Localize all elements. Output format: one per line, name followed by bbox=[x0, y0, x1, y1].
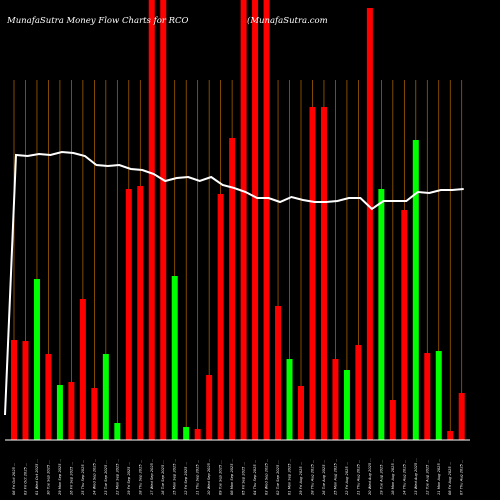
x-tick-label: 25 Mon Aug 2025 ... bbox=[333, 459, 337, 495]
x-tick-label: 01 Wed Oct 2025 ... bbox=[35, 459, 39, 495]
x-tick-label: 11 Mon Aug 2025 ... bbox=[437, 459, 441, 495]
x-tick-label: 18 Mon Aug 2025 ... bbox=[391, 459, 395, 495]
x-tick-label: 25 Thu Sep 2025 ... bbox=[81, 460, 85, 495]
x-tick-label: 23 Tue Sep 2025 ... bbox=[104, 460, 108, 495]
money-flow-bar bbox=[160, 0, 167, 440]
x-tick-label: 01 Mon Sep 2025 ... bbox=[288, 459, 292, 495]
money-flow-bar bbox=[286, 359, 293, 440]
money-flow-bar bbox=[355, 345, 362, 440]
money-flow-bar bbox=[125, 189, 132, 440]
money-flow-bar bbox=[435, 351, 442, 440]
money-flow-bar bbox=[263, 0, 270, 440]
x-tick-label: 03 Fri Oct 2025 ... bbox=[23, 463, 27, 495]
x-tick-label: 10 Wed Sep 2025 ... bbox=[207, 458, 211, 495]
money-flow-bar bbox=[33, 279, 40, 440]
x-tick-label: 06 Fri Oct 2025 ... bbox=[12, 463, 16, 495]
x-tick-label: 26 Tue Aug 2025 ... bbox=[322, 460, 326, 495]
x-tick-label: 07 Thu Aug 2025 ... bbox=[460, 460, 464, 495]
money-flow-bar bbox=[309, 107, 316, 440]
money-flow-bar bbox=[424, 353, 431, 440]
x-tick-label: 04 Thu Sep 2025 ... bbox=[253, 460, 257, 495]
money-flow-bar bbox=[240, 0, 247, 440]
money-flow-bar bbox=[275, 306, 282, 440]
money-flow-bar bbox=[298, 386, 304, 440]
money-flow-bar bbox=[68, 382, 75, 440]
money-flow-bar bbox=[401, 210, 408, 440]
x-tick-label: 13 Wed Aug 2025 ... bbox=[414, 458, 418, 495]
money-flow-bar bbox=[79, 299, 86, 440]
money-flow-bar bbox=[217, 194, 224, 440]
money-flow-bar bbox=[366, 8, 373, 440]
money-flow-bar bbox=[114, 423, 121, 440]
x-tick-label: 02 Tue Sep 2025 ... bbox=[276, 460, 280, 495]
chart-title-left: MunafaSutra Money Flow Charts for RCO bbox=[6, 16, 189, 26]
money-flow-bar bbox=[183, 427, 190, 440]
x-tick-label: 19 Fri Sep 2025 ... bbox=[127, 462, 131, 495]
x-tick-label: 12 Tue Aug 2025 ... bbox=[425, 460, 429, 495]
money-flow-bar bbox=[378, 189, 385, 440]
money-flow-bar bbox=[148, 0, 155, 440]
money-flow-bars bbox=[11, 0, 465, 440]
money-flow-bar bbox=[91, 388, 98, 440]
money-flow-bar bbox=[389, 400, 396, 440]
money-flow-bar bbox=[56, 385, 63, 440]
x-tick-label: 29 Mon Sep 2025 ... bbox=[58, 459, 62, 495]
money-flow-bar bbox=[22, 341, 29, 440]
money-flow-bar bbox=[137, 186, 144, 440]
money-flow-bar bbox=[343, 370, 350, 440]
money-flow-bar bbox=[229, 138, 236, 440]
x-tick-label: 16 Tue Sep 2025 ... bbox=[161, 460, 165, 495]
x-tick-label: 18 Thu Sep 2025 ... bbox=[138, 460, 142, 495]
money-flow-bar bbox=[206, 375, 213, 440]
money-flow-bar bbox=[447, 431, 454, 440]
money-flow-bar bbox=[252, 0, 259, 440]
x-tick-label: 08 Mon Sep 2025 ... bbox=[230, 459, 234, 495]
money-flow-bar bbox=[332, 359, 339, 440]
x-tick-label: 30 Tue Sep 2025 ... bbox=[46, 460, 50, 495]
x-tick-label: 14 Thu Aug 2025 ... bbox=[402, 460, 406, 495]
money-flow-bar bbox=[45, 354, 52, 440]
x-tick-label: 17 Wed Sep 2025 ... bbox=[150, 458, 154, 495]
money-flow-bar bbox=[458, 393, 465, 440]
money-flow-bar bbox=[171, 276, 178, 440]
x-tick-label: 22 Mon Sep 2025 ... bbox=[115, 459, 119, 495]
x-tick-label: 24 Wed Sep 2025 ... bbox=[92, 458, 96, 495]
x-tick-label: 26 Fri Sep 2025 ... bbox=[69, 462, 73, 495]
x-tick-label: 22 Fri Aug 2025 ... bbox=[345, 462, 349, 495]
x-axis-tick-labels: 06 Fri Oct 2025 ... 03 Fri Oct 2025 ... 01… bbox=[12, 458, 464, 495]
chart-title-right: (MunafaSutra.com bbox=[247, 15, 328, 26]
money-flow-bar bbox=[11, 340, 17, 440]
x-tick-label: 29 Fri Aug 2025 ... bbox=[299, 462, 303, 495]
x-tick-label: 28 Thu Aug 2025 ... bbox=[310, 460, 314, 495]
money-flow-bar bbox=[320, 107, 327, 440]
x-tick-label: 05 Fri Sep 2025 ... bbox=[242, 462, 246, 495]
x-tick-label: 03 Wed Sep 2025 ... bbox=[265, 458, 269, 495]
x-tick-label: 19 Tue Aug 2025 ... bbox=[379, 460, 383, 495]
x-tick-label: 21 Thu Aug 2025 ... bbox=[356, 460, 360, 495]
x-tick-label: 20 Wed Aug 2025 ... bbox=[368, 458, 372, 495]
money-flow-bar bbox=[102, 354, 109, 440]
money-flow-bar bbox=[412, 140, 419, 440]
money-flow-bar bbox=[194, 429, 201, 440]
x-tick-label: 09 Tue Sep 2025 ... bbox=[219, 460, 223, 495]
x-tick-label: 15 Mon Sep 2025 ... bbox=[173, 459, 177, 495]
price-line bbox=[4, 150, 464, 416]
x-tick-label: 08 Fri Aug 2025 ... bbox=[448, 462, 452, 495]
x-tick-label: 12 Fri Sep 2025 ... bbox=[184, 462, 188, 495]
x-tick-label: 11 Thu Sep 2025 ... bbox=[196, 460, 200, 495]
price-line-path bbox=[4, 150, 464, 416]
